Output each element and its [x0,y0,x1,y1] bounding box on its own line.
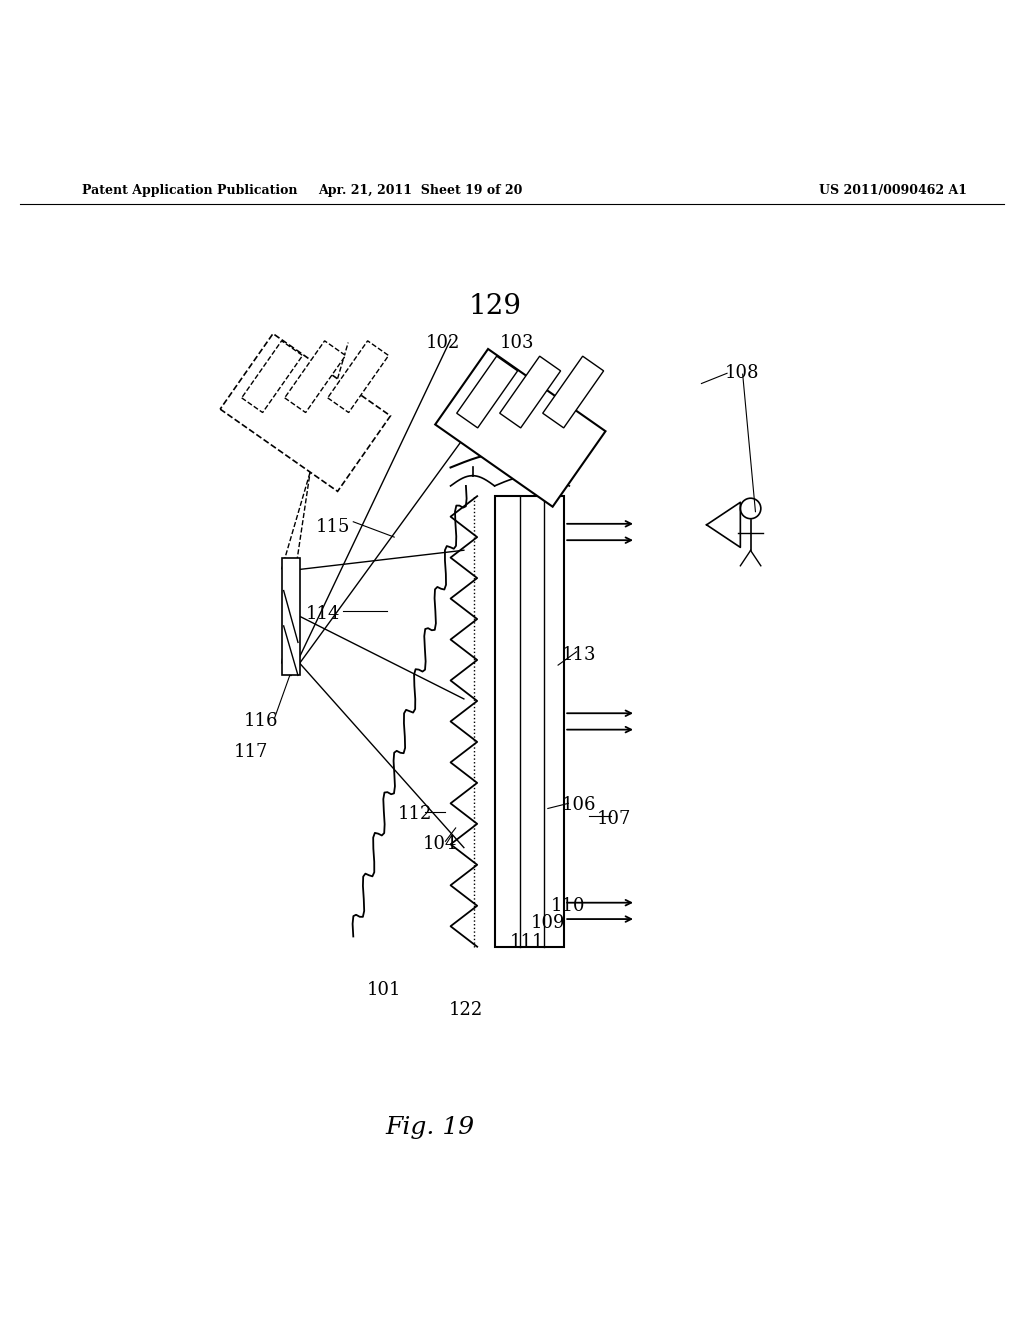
Text: Fig. 19: Fig. 19 [385,1115,475,1139]
Bar [242,341,302,413]
Text: 104: 104 [423,836,458,853]
Bar [495,496,564,946]
Text: 108: 108 [725,364,760,383]
Text: 103: 103 [500,334,535,351]
Bar [285,341,345,413]
Bar [543,356,603,428]
Text: 116: 116 [244,713,279,730]
Text: 122: 122 [449,1001,483,1019]
Text: 117: 117 [233,743,268,762]
Bar [220,334,390,491]
Text: 112: 112 [397,805,432,822]
Bar [435,348,605,507]
Text: 115: 115 [315,517,350,536]
Text: Apr. 21, 2011  Sheet 19 of 20: Apr. 21, 2011 Sheet 19 of 20 [317,183,522,197]
Bar [282,557,300,676]
Text: 110: 110 [551,896,586,915]
Bar [328,341,388,413]
Text: 101: 101 [367,981,401,999]
Text: Patent Application Publication: Patent Application Publication [82,183,297,197]
Bar [457,356,517,428]
Text: US 2011/0090462 A1: US 2011/0090462 A1 [819,183,968,197]
Text: 106: 106 [561,796,596,814]
Text: 129: 129 [468,293,521,321]
Text: 102: 102 [426,334,461,351]
Text: 113: 113 [561,645,596,664]
Text: 107: 107 [597,809,632,828]
Text: 114: 114 [305,605,340,623]
Bar [500,356,560,428]
Text: 109: 109 [530,915,565,932]
Text: 111: 111 [510,933,545,950]
